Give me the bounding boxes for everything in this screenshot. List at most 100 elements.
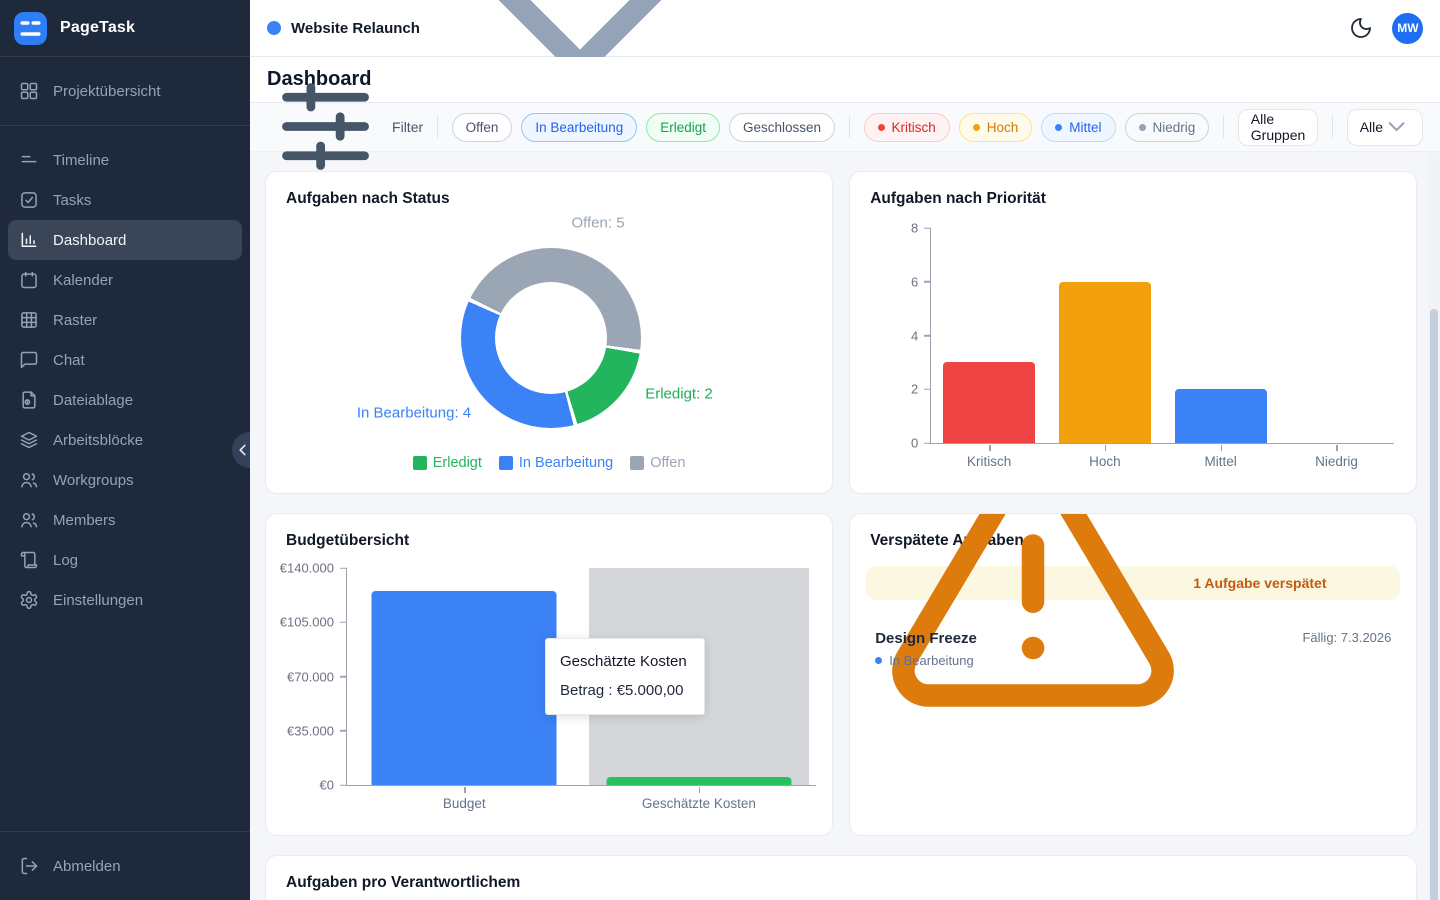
legend-item-offen[interactable]: Offen bbox=[630, 455, 685, 471]
group-filter-select[interactable]: Alle Gruppen bbox=[1238, 109, 1318, 146]
app-window: PageTask Projektübersicht TimelineTasksD… bbox=[0, 0, 1440, 900]
sidebar-item-label: Raster bbox=[53, 312, 97, 329]
overdue-warning-banner: 1 Aufgabe verspätet bbox=[866, 566, 1400, 600]
priority-bar-chart[interactable]: 02468KritischHochMittelNiedrig bbox=[930, 228, 1394, 444]
y-axis-tick-mark bbox=[340, 784, 347, 786]
sidebar-item-dateiablage[interactable]: Dateiablage bbox=[8, 380, 242, 420]
chart-legend: Erledigt In Bearbeitung Offen bbox=[266, 455, 832, 471]
filter-chip-niedrig[interactable]: Niedrig bbox=[1125, 113, 1210, 142]
tooltip-value: Betrag : €5.000,00 bbox=[560, 677, 690, 706]
sidebar-item-chat[interactable]: Chat bbox=[8, 340, 242, 380]
filter-chip-erledigt[interactable]: Erledigt bbox=[646, 113, 720, 142]
sidebar-item-arbeitsbloecke[interactable]: Arbeitsblöcke bbox=[8, 420, 242, 460]
project-name: Website Relaunch bbox=[291, 20, 420, 37]
app-logo: PageTask bbox=[0, 0, 250, 56]
sidebar-item-raster[interactable]: Raster bbox=[8, 300, 242, 340]
scrollbar-track[interactable] bbox=[1428, 153, 1440, 900]
legend-item-erledigt[interactable]: Erledigt bbox=[413, 455, 482, 471]
main-area: Website Relaunch MW Dashboard Filter Off… bbox=[250, 0, 1440, 900]
filter-chip-mittel[interactable]: Mittel bbox=[1041, 113, 1115, 142]
sidebar-item-dashboard[interactable]: Dashboard bbox=[8, 220, 242, 260]
moon-icon bbox=[1349, 16, 1373, 40]
y-axis-tick-label: 6 bbox=[911, 274, 918, 289]
sidebar-item-log[interactable]: Log bbox=[8, 540, 242, 580]
task-status-label: In Bearbeitung bbox=[889, 653, 974, 668]
x-axis-tick-mark bbox=[989, 445, 991, 451]
sidebar-item-label: Projektübersicht bbox=[53, 83, 161, 100]
card-status-chart: Aufgaben nach Status Offen: 5 Erledigt: … bbox=[265, 171, 833, 494]
dark-mode-toggle[interactable] bbox=[1349, 16, 1373, 40]
logout-icon bbox=[19, 856, 39, 876]
legend-label: Offen bbox=[650, 455, 685, 471]
x-axis-tick-mark bbox=[1105, 445, 1107, 451]
bar-geschaetzte-kosten[interactable] bbox=[606, 777, 791, 785]
sidebar-item-workgroups[interactable]: Workgroups bbox=[8, 460, 242, 500]
filter-chip-hoch[interactable]: Hoch bbox=[959, 113, 1033, 142]
x-axis-tick-mark bbox=[1221, 445, 1223, 451]
sidebar-nav: Timeline TasksDashboardKalender Raster Chat… bbox=[0, 126, 250, 634]
card-grid: Aufgaben nach Status Offen: 5 Erledigt: … bbox=[265, 171, 1417, 900]
x-axis-category-label: Budget bbox=[347, 796, 582, 811]
filter-chip-offen[interactable]: Offen bbox=[452, 113, 513, 142]
gear-icon bbox=[19, 590, 39, 610]
chip-label: Geschlossen bbox=[743, 120, 821, 135]
sidebar-item-einstellungen[interactable]: Einstellungen bbox=[8, 580, 242, 620]
bar-slot-mittel bbox=[1163, 228, 1279, 443]
bar-mittel[interactable] bbox=[1175, 389, 1267, 443]
chip-label: In Bearbeitung bbox=[535, 120, 623, 135]
grid3-icon bbox=[19, 310, 39, 330]
x-axis-category-label: Kritisch bbox=[931, 454, 1047, 469]
x-axis-category-label: Niedrig bbox=[1279, 454, 1395, 469]
y-axis-tick-label: 8 bbox=[911, 221, 918, 236]
layers-icon bbox=[19, 430, 39, 450]
card-assignee-chart: Aufgaben pro Verantwortlichem bbox=[265, 855, 1417, 900]
filter-chip-kritisch[interactable]: Kritisch bbox=[864, 113, 950, 142]
x-axis-category-label: Hoch bbox=[1047, 454, 1163, 469]
scrollbar-thumb[interactable] bbox=[1430, 309, 1438, 900]
legend-item-in-bearbeitung[interactable]: In Bearbeitung bbox=[499, 455, 613, 471]
filter-chip-in-bearbeitung[interactable]: In Bearbeitung bbox=[521, 113, 637, 142]
sidebar-item-timeline[interactable]: Timeline bbox=[8, 140, 242, 180]
donut-label-offen: Offen: 5 bbox=[571, 215, 624, 232]
legend-swatch bbox=[499, 456, 513, 470]
pagetask-logo-icon bbox=[14, 12, 47, 45]
calendar-icon bbox=[19, 270, 39, 290]
y-axis-tick-label: 2 bbox=[911, 382, 918, 397]
chip-label: Hoch bbox=[987, 120, 1019, 135]
sidebar-item-abmelden[interactable]: Abmelden bbox=[8, 846, 242, 886]
bar-hoch[interactable] bbox=[1059, 282, 1151, 443]
card-budget-chart: Budgetübersicht €0€35.000€70.000€105.000… bbox=[265, 513, 833, 836]
legend-swatch bbox=[413, 456, 427, 470]
x-axis-tick-mark bbox=[699, 787, 701, 793]
chip-label: Mittel bbox=[1069, 120, 1101, 135]
sidebar-logout-section: Abmelden bbox=[0, 832, 250, 900]
sidebar-item-label: Timeline bbox=[53, 152, 109, 169]
y-axis-tick-label: €70.000 bbox=[287, 669, 334, 684]
sidebar-item-projektuebersicht[interactable]: Projektübersicht bbox=[8, 71, 242, 111]
x-axis-labels: BudgetGeschätzte Kosten bbox=[347, 796, 816, 811]
timeline-icon bbox=[19, 150, 39, 170]
priority-dot bbox=[878, 124, 885, 131]
legend-swatch bbox=[630, 456, 644, 470]
status-chip-group: Offen In Bearbeitung Erledigt Geschlossen bbox=[452, 113, 835, 142]
status-donut-chart[interactable] bbox=[461, 248, 641, 428]
donut-label-erledigt: Erledigt: 2 bbox=[645, 386, 713, 403]
chip-label: Erledigt bbox=[660, 120, 706, 135]
bar-kritisch[interactable] bbox=[943, 362, 1035, 443]
sidebar-item-tasks[interactable]: Tasks bbox=[8, 180, 242, 220]
bar-slot-kritisch bbox=[931, 228, 1047, 443]
x-axis-labels: KritischHochMittelNiedrig bbox=[931, 454, 1394, 469]
x-axis-category-label: Mittel bbox=[1163, 454, 1279, 469]
bar-slot-hoch bbox=[1047, 228, 1163, 443]
overdue-task-row[interactable]: Design Freeze Fällig: 7.3.2026 bbox=[875, 630, 1391, 647]
sidebar-item-kalender[interactable]: Kalender bbox=[8, 260, 242, 300]
user-avatar[interactable]: MW bbox=[1392, 13, 1423, 44]
y-axis-tick-mark bbox=[340, 730, 347, 732]
bar-budget[interactable] bbox=[372, 591, 557, 785]
y-axis-tick-label: 0 bbox=[911, 436, 918, 451]
assignee-filter-select[interactable]: Alle bbox=[1347, 109, 1424, 146]
sidebar-item-members[interactable]: Members bbox=[8, 500, 242, 540]
card-title: Budgetübersicht bbox=[286, 532, 409, 550]
filter-chip-geschlossen[interactable]: Geschlossen bbox=[729, 113, 835, 142]
chart-tooltip: Geschätzte Kosten Betrag : €5.000,00 bbox=[545, 638, 705, 715]
